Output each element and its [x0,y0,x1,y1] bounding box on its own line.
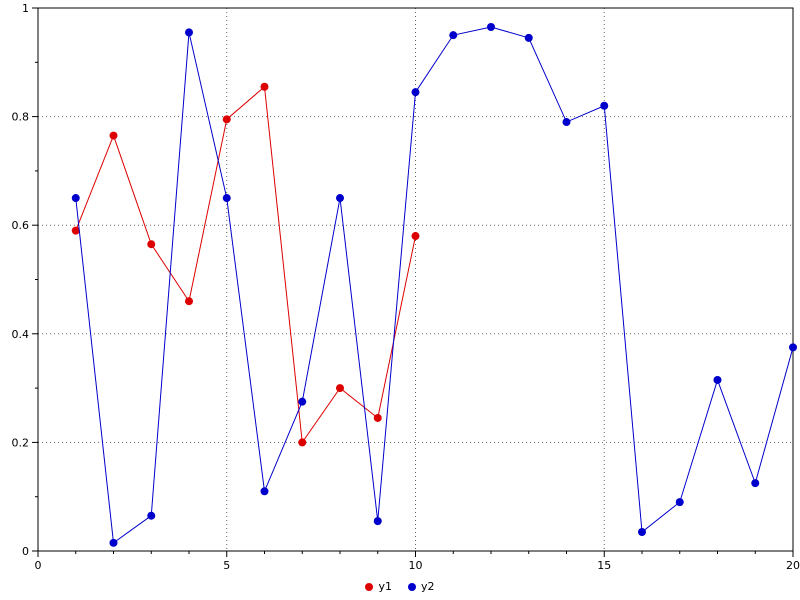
y-tick-label: 0 [22,545,29,558]
series-y1-line [75,85,416,444]
y-tick-label: 0.4 [12,328,30,341]
data-point [147,240,156,249]
data-point [222,194,231,203]
data-point [71,194,80,203]
legend-item-y1: y1 [365,580,392,593]
y-tick-label: 0.8 [12,111,30,124]
legend-label-y1: y1 [378,580,392,593]
data-point [260,82,269,91]
data-point [185,297,193,306]
x-tick-label: 20 [786,559,800,572]
data-point [336,384,344,393]
y1-marker-icon [365,582,374,591]
data-point [638,527,646,536]
data-point [260,487,269,496]
legend-label-y2: y2 [421,580,435,593]
x-tick-label: 0 [35,559,42,572]
data-point [487,23,495,32]
data-point [298,438,307,447]
axis-ticks [32,7,794,557]
data-point [373,517,382,526]
axis-tick-labels: 0 5 10 15 20 0 0.2 0.4 0.6 0.8 1 [12,2,800,572]
data-point [222,115,231,124]
series-y2 [71,23,797,547]
data-point [336,194,344,203]
data-point [109,131,118,140]
data-point [411,232,420,241]
series-y1 [71,82,420,447]
data-point [411,88,420,97]
x-tick-label: 15 [597,559,611,572]
data-point [109,538,118,547]
data-point [713,375,722,384]
x-tick-label: 10 [409,559,423,572]
data-point [789,343,797,352]
data-point [675,498,684,507]
data-point [562,118,571,127]
legend-item-y2: y2 [408,580,435,593]
data-point [449,31,458,40]
data-point [71,226,80,235]
legend: y1 y2 [0,580,800,593]
data-point [147,511,156,520]
series-y2-line [75,26,794,544]
data-point [185,28,193,37]
y-tick-label: 1 [22,2,29,15]
data-point [298,397,307,406]
data-point [524,33,533,42]
x-tick-label: 5 [223,559,230,572]
data-point [600,101,609,110]
y2-marker-icon [408,582,416,591]
y-tick-label: 0.2 [12,436,30,449]
data-point [373,413,382,422]
y-tick-label: 0.6 [12,219,30,232]
data-point [751,479,760,488]
